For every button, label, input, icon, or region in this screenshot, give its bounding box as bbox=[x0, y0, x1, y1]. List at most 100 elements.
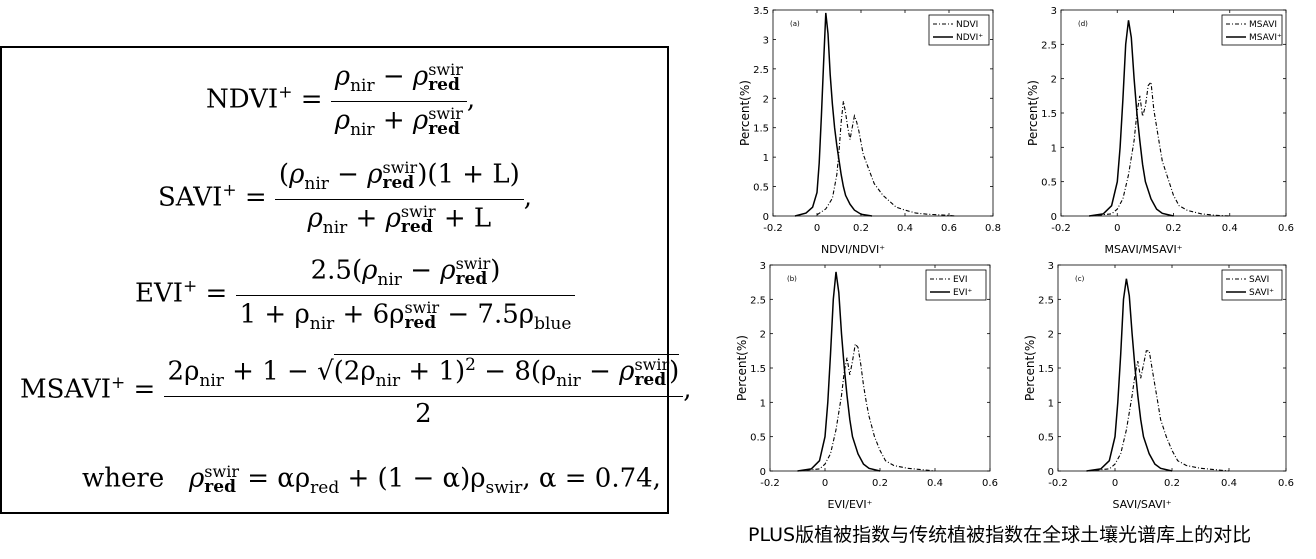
y-tick-label: 2.5 bbox=[1041, 40, 1057, 51]
y-tick-label: 2.5 bbox=[750, 295, 766, 306]
panel-label: (d) bbox=[1078, 20, 1088, 28]
series-line-0 bbox=[816, 101, 956, 217]
y-axis-label: Percent(%) bbox=[1026, 80, 1040, 146]
x-axis-label: SAVI/SAVI⁺ bbox=[1112, 498, 1171, 511]
series-line-1 bbox=[797, 271, 881, 472]
y-tick-label: 0.5 bbox=[1041, 178, 1057, 189]
series-line-0 bbox=[1089, 80, 1230, 217]
x-axis-label: EVI/EVI⁺ bbox=[828, 498, 873, 511]
x-tick-label: 0.6 bbox=[1278, 223, 1294, 234]
y-tick-label: 0.5 bbox=[1038, 433, 1054, 444]
y-tick-label: 2.5 bbox=[1038, 295, 1054, 306]
y-tick-label: 3 bbox=[760, 261, 766, 272]
x-tick-label: 0 bbox=[1114, 223, 1120, 234]
y-tick-label: 1.5 bbox=[1041, 109, 1057, 120]
y-tick-label: 0 bbox=[763, 212, 769, 223]
x-tick-label: -0.2 bbox=[763, 223, 783, 234]
series-line-0 bbox=[1086, 350, 1230, 472]
x-tick-label: 0.6 bbox=[1278, 478, 1294, 489]
ndvi-fraction: ρnir − ρ swir red ρnir + ρ swir red bbox=[330, 61, 467, 139]
x-tick-label: 0.2 bbox=[872, 478, 888, 489]
plot-frame bbox=[772, 9, 994, 217]
evi-plus-formula: EVI+ = 2.5(ρnir − ρ swir red) 1 + ρnir + 6… bbox=[135, 255, 576, 333]
y-tick-label: 1 bbox=[1051, 143, 1057, 154]
y-axis-label: Percent(%) bbox=[738, 80, 752, 146]
formula-box: NDVI+ = ρnir − ρ swir red ρnir + ρ swir red … bbox=[0, 46, 692, 514]
evi-fraction: 2.5(ρnir − ρ swir red) 1 + ρnir + 6ρ swir re… bbox=[235, 255, 576, 333]
x-tick-label: -0.2 bbox=[760, 478, 780, 489]
x-tick-label: 0.2 bbox=[1164, 478, 1180, 489]
where-line: where ρ swir red = αρred + (1 − α)ρswir, α… bbox=[82, 462, 661, 498]
y-tick-label: 2 bbox=[1051, 75, 1057, 86]
y-tick-label: 3 bbox=[763, 35, 769, 46]
legend-label: MSAVI bbox=[1249, 20, 1277, 30]
chart-panel-1: -0.2 0 0.2 0.4 0.600.511.522.53MSAVI/MSAVI⁺P… bbox=[1026, 6, 1294, 256]
y-tick-label: 3.5 bbox=[753, 6, 769, 17]
series-line-1 bbox=[1086, 278, 1173, 472]
chart-panel-3: -0.2 0 0.2 0.4 0.600.511.522.53SAVI/SAVI⁺Per… bbox=[1023, 261, 1294, 511]
y-tick-label: 0.5 bbox=[753, 183, 769, 194]
legend-label: MSAVI⁺ bbox=[1249, 33, 1282, 43]
y-tick-label: 2 bbox=[763, 94, 769, 105]
x-tick-label: 0.2 bbox=[1166, 223, 1182, 234]
legend-box bbox=[1221, 14, 1283, 46]
x-tick-label: 0.4 bbox=[1222, 223, 1238, 234]
x-axis-label: MSAVI/MSAVI⁺ bbox=[1104, 243, 1182, 256]
y-tick-label: 1.5 bbox=[753, 124, 769, 135]
x-tick-label: 0 bbox=[1112, 478, 1118, 489]
ndvi-plus-formula: NDVI+ = ρnir − ρ swir red ρnir + ρ swir red … bbox=[206, 60, 476, 140]
legend-label: EVI⁺ bbox=[953, 288, 972, 298]
y-tick-label: 0.5 bbox=[750, 433, 766, 444]
x-tick-label: 0.8 bbox=[985, 223, 1001, 234]
panel-label: (c) bbox=[1075, 275, 1085, 283]
legend-label: EVI bbox=[953, 275, 968, 285]
y-tick-label: 0 bbox=[1048, 467, 1054, 478]
savi-plus-formula: SAVI+ = (ρnir − ρ swir red)(1 + L) ρnir + … bbox=[158, 158, 533, 238]
x-tick-label: -0.2 bbox=[1051, 223, 1071, 234]
y-axis-label: Percent(%) bbox=[1023, 335, 1037, 401]
y-tick-label: 1 bbox=[1048, 398, 1054, 409]
panel-label: (b) bbox=[787, 275, 797, 283]
y-tick-label: 1.5 bbox=[1038, 364, 1054, 375]
legend-label: SAVI⁺ bbox=[1249, 288, 1274, 298]
ndvi-lhs: NDVI bbox=[206, 84, 279, 115]
panel-label: (a) bbox=[790, 20, 800, 28]
x-tick-label: 0.6 bbox=[982, 478, 998, 489]
savi-fraction: (ρnir − ρ swir red)(1 + L) ρnir + ρ swir red… bbox=[274, 159, 524, 237]
y-tick-label: 3 bbox=[1048, 261, 1054, 272]
legend-label: NDVI⁺ bbox=[956, 33, 983, 43]
series-line-0 bbox=[797, 342, 936, 472]
series-line-1 bbox=[794, 12, 873, 217]
legend-label: NDVI bbox=[956, 20, 978, 30]
x-tick-label: 0.4 bbox=[927, 478, 943, 489]
y-tick-label: 0 bbox=[1051, 212, 1057, 223]
x-tick-label: -0.2 bbox=[1048, 478, 1068, 489]
x-tick-label: 0.4 bbox=[897, 223, 913, 234]
y-axis-label: Percent(%) bbox=[735, 335, 749, 401]
x-axis-label: NDVI/NDVI⁺ bbox=[821, 243, 885, 256]
y-tick-label: 1.5 bbox=[750, 364, 766, 375]
legend-label: SAVI bbox=[1249, 275, 1269, 285]
y-tick-label: 2.5 bbox=[753, 65, 769, 76]
x-tick-label: 0 bbox=[814, 223, 820, 234]
figure-caption: PLUS版植被指数与传统植被指数在全球土壤光谱库上的对比 bbox=[748, 524, 1252, 546]
x-tick-label: 0.4 bbox=[1221, 478, 1237, 489]
legend-box bbox=[1221, 269, 1283, 301]
y-tick-label: 1 bbox=[760, 398, 766, 409]
series-line-1 bbox=[1088, 20, 1174, 217]
chart-panel-2: -0.2 0 0.2 0.4 0.600.511.522.53EVI/EVI⁺Perce… bbox=[735, 261, 998, 511]
y-tick-label: 1 bbox=[763, 153, 769, 164]
y-tick-label: 3 bbox=[1051, 6, 1057, 17]
legend-box bbox=[925, 269, 987, 301]
y-tick-label: 2 bbox=[760, 330, 766, 341]
msavi-fraction: 2ρnir + 1 − √(2ρnir + 1)2 − 8(ρnir − ρ sw… bbox=[163, 354, 684, 427]
x-tick-label: 0.2 bbox=[853, 223, 869, 234]
chart-panel-0: -0.2 0 0.2 0.4 0.6 0.800.511.522.533.5NDVI/ND… bbox=[738, 6, 1001, 256]
msavi-plus-formula: MSAVI+ = 2ρnir + 1 − √(2ρnir + 1)2 − 8(ρ… bbox=[20, 354, 692, 429]
y-tick-label: 2 bbox=[1048, 330, 1054, 341]
y-tick-label: 0 bbox=[760, 467, 766, 478]
x-tick-label: 0.6 bbox=[941, 223, 957, 234]
legend-box bbox=[928, 14, 990, 46]
x-tick-label: 0 bbox=[822, 478, 828, 489]
